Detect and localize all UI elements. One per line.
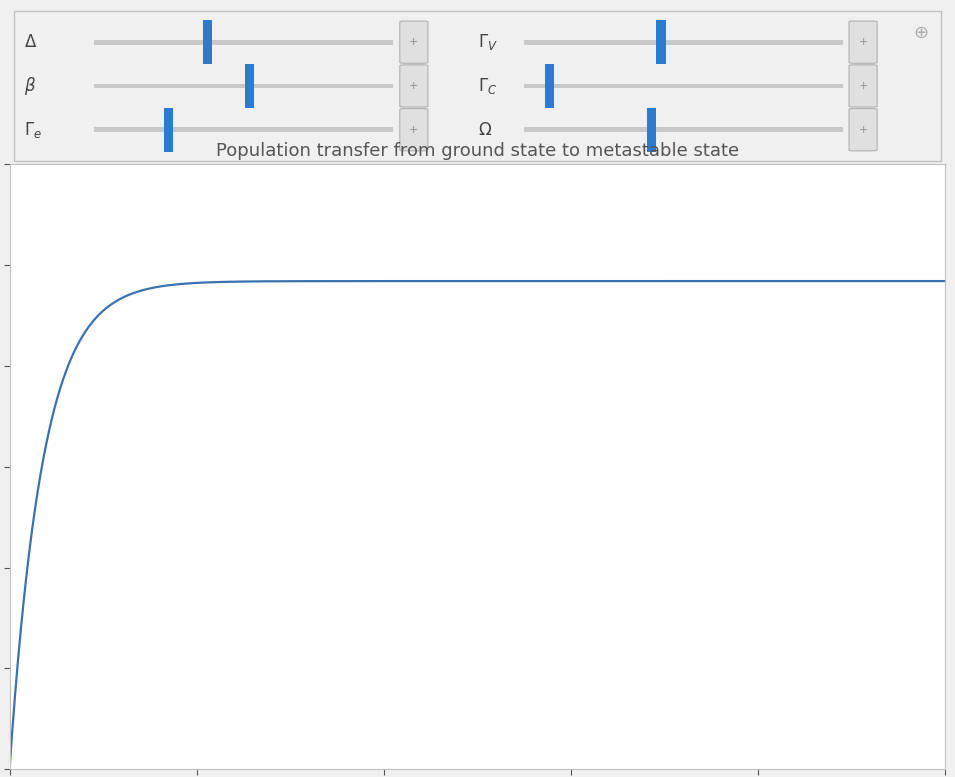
Bar	[524, 127, 842, 132]
Text: $\Gamma_e$: $\Gamma_e$	[24, 120, 42, 140]
FancyBboxPatch shape	[849, 109, 877, 151]
Text: +: +	[409, 124, 418, 134]
FancyBboxPatch shape	[14, 11, 941, 161]
Text: +: +	[859, 124, 868, 134]
Text: +: +	[409, 81, 418, 91]
Bar	[244, 64, 254, 108]
Bar	[545, 64, 555, 108]
Text: $\beta$: $\beta$	[24, 75, 35, 97]
FancyBboxPatch shape	[400, 21, 428, 63]
FancyBboxPatch shape	[400, 64, 428, 107]
FancyBboxPatch shape	[849, 21, 877, 63]
Text: +: +	[859, 37, 868, 47]
FancyBboxPatch shape	[849, 64, 877, 107]
Bar	[656, 20, 666, 64]
Bar	[94, 127, 393, 132]
Bar	[524, 40, 842, 44]
Bar	[647, 108, 656, 152]
Bar	[164, 108, 174, 152]
Text: +: +	[859, 81, 868, 91]
Bar	[94, 40, 393, 44]
Bar	[524, 84, 842, 89]
Text: +: +	[409, 37, 418, 47]
Text: $\Gamma_V$: $\Gamma_V$	[478, 32, 498, 52]
Text: $\Gamma_C$: $\Gamma_C$	[478, 76, 497, 96]
Text: $\Omega$: $\Omega$	[478, 120, 492, 139]
Text: $\Delta$: $\Delta$	[24, 33, 37, 51]
FancyBboxPatch shape	[400, 109, 428, 151]
Title: Population transfer from ground state to metastable state: Population transfer from ground state to…	[216, 141, 739, 160]
Bar	[202, 20, 212, 64]
Text: ⊕: ⊕	[914, 23, 928, 41]
Bar	[94, 84, 393, 89]
